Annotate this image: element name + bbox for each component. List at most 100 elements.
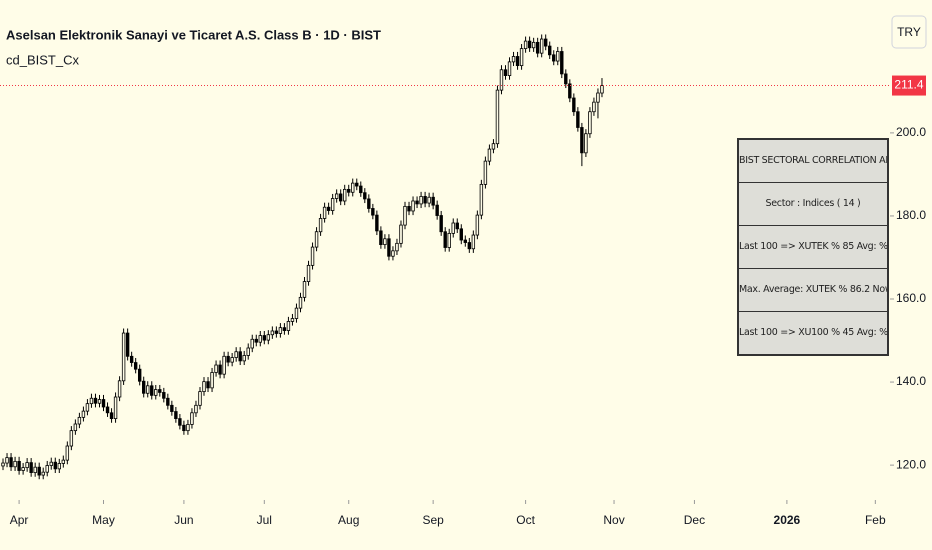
candle-body [359, 185, 363, 194]
candle-body [142, 380, 146, 394]
candle-body [133, 362, 138, 370]
x-tick-label: Sep [422, 513, 444, 527]
candle-body [588, 111, 592, 135]
candle-body [527, 40, 532, 49]
candle-body [206, 381, 210, 389]
currency: TRY [897, 25, 921, 39]
candle-body [266, 334, 271, 341]
candle-body [475, 214, 480, 236]
y-tick-label: 180.0 [896, 208, 926, 222]
candle-body [326, 206, 331, 211]
x-tick-label: Jun [174, 513, 193, 527]
candle-body [129, 355, 134, 363]
candle-body [218, 364, 222, 375]
candle-body [65, 445, 70, 461]
x-tick-label: May [92, 513, 115, 527]
candle-body [262, 335, 267, 341]
candle-body [166, 397, 170, 406]
candle-body [322, 206, 327, 219]
candle-body [431, 196, 435, 206]
candle-body [49, 461, 53, 466]
candle-body [343, 188, 347, 202]
candle-body [117, 380, 122, 398]
x-tick-label: Nov [603, 513, 624, 527]
candle-body [17, 460, 21, 471]
candle-body [41, 471, 45, 476]
x-tick-label: Jul [257, 513, 272, 527]
candle-body [214, 364, 218, 373]
candle-body [298, 296, 303, 309]
candle-body [483, 160, 488, 185]
candle-body [77, 416, 82, 425]
candle-body [443, 231, 447, 248]
candle-body [411, 200, 415, 212]
candle-body [158, 389, 162, 393]
indicator-name: cd_BIST_Cx [6, 52, 79, 67]
candle-body [495, 89, 500, 145]
candle-body [234, 351, 238, 358]
candle-body [186, 424, 190, 432]
candle-body [403, 205, 407, 226]
candle-body [375, 214, 379, 232]
candle-body [383, 238, 387, 246]
candle-body [568, 83, 572, 99]
candle-body [178, 418, 182, 426]
candle-body [1, 462, 5, 467]
candle-body [539, 38, 544, 54]
candle-body [576, 111, 580, 128]
x-tick-label: Dec [684, 513, 705, 527]
candle-body [427, 196, 431, 204]
candle-body [146, 385, 150, 394]
currency-box[interactable] [891, 15, 927, 49]
price-label-box [892, 75, 926, 96]
candle-body [45, 465, 49, 473]
candle-body [515, 56, 520, 67]
candle-body [101, 399, 106, 408]
candle-body [523, 40, 528, 49]
x-tick-label: Apr [10, 513, 29, 527]
candle-body [363, 192, 367, 200]
candle-body [367, 198, 371, 209]
table-row: Last 100 => XU100 % 45 Avg: % 42.2 [739, 311, 887, 354]
plot [0, 34, 890, 480]
candle-body [89, 397, 94, 405]
candle-body [109, 412, 114, 420]
candle-body [491, 143, 496, 150]
candle-body [258, 335, 262, 343]
candle-body [25, 462, 29, 469]
y-tick-label: 140.0 [896, 374, 926, 388]
candle-body [580, 127, 584, 154]
candle-body [93, 397, 98, 404]
candle-body [535, 41, 540, 54]
table-row: Last 100 => XUTEK % 85 Avg: % 86.2 [739, 225, 887, 268]
candle-body [125, 332, 130, 357]
candle-body [314, 231, 319, 248]
candle-body [105, 406, 110, 414]
candle-body [254, 338, 258, 343]
table-row: Sector : Indices ( 14 ) [739, 182, 887, 225]
candle-body [338, 193, 343, 202]
candle-body [395, 242, 399, 252]
candle-body [85, 403, 90, 412]
candle-body [170, 404, 174, 412]
candle-body [13, 460, 17, 468]
candle-body [600, 85, 604, 94]
candle-body [226, 355, 230, 363]
candle-body [459, 228, 463, 241]
candle-body [351, 182, 355, 193]
candle-body [355, 182, 359, 187]
candle-body [182, 424, 186, 432]
candle-body [499, 69, 504, 91]
x-tick-label: Feb [865, 513, 886, 527]
candle-body [282, 327, 287, 331]
candle-body [318, 218, 323, 233]
candle-body [294, 307, 299, 319]
candle-body [97, 399, 102, 404]
candle-body [37, 466, 41, 476]
candle-body [250, 338, 254, 349]
candle-body [69, 430, 74, 447]
candle-body [371, 208, 375, 216]
candle-body [463, 239, 468, 243]
